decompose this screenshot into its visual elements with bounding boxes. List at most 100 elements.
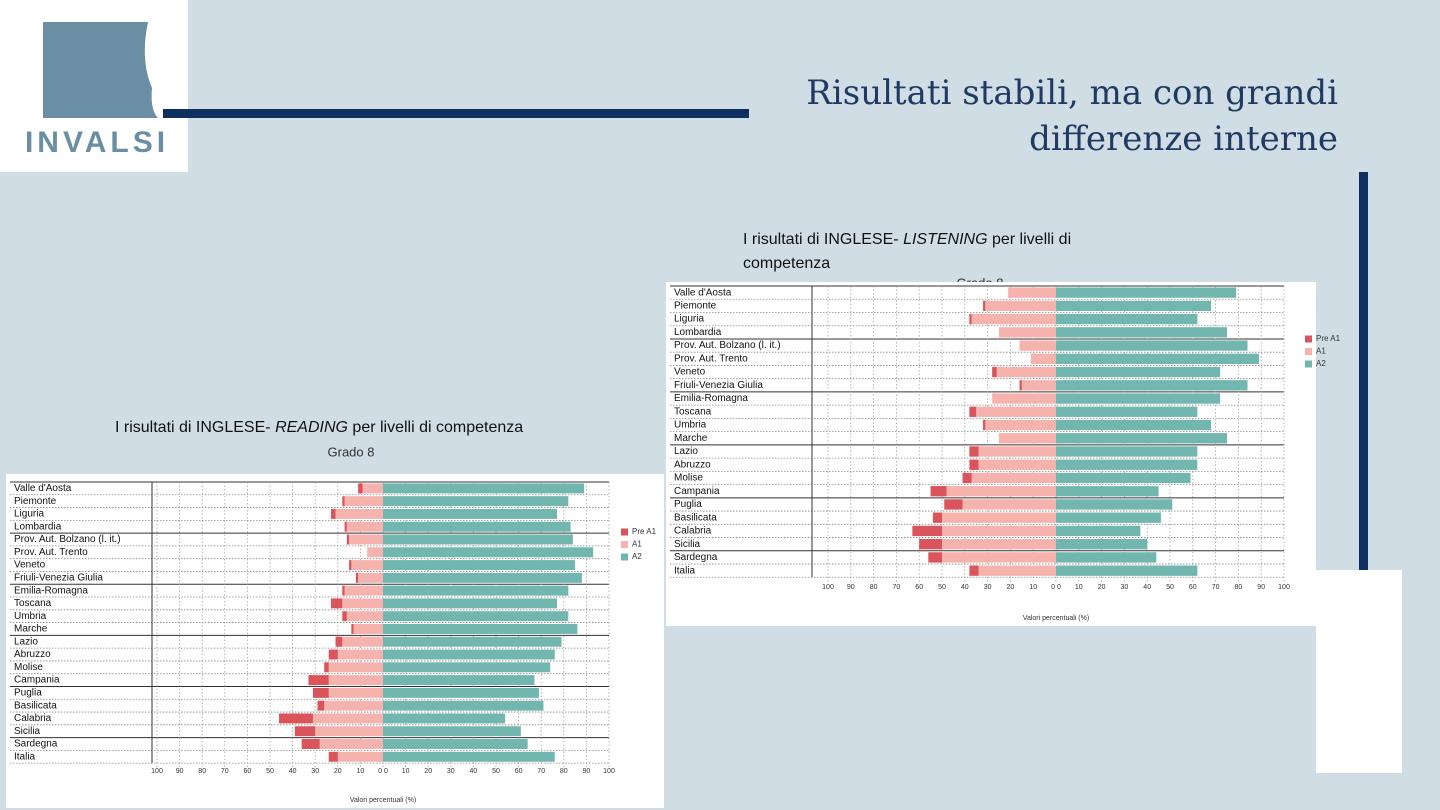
legend-swatch [621,553,628,561]
bar-segment [383,623,578,634]
bar-segment [992,393,1056,404]
legend-swatch [1305,335,1312,343]
bar-segment [319,739,383,749]
bar-segment [342,636,383,647]
x-tick-label: 50 [266,768,274,775]
category-label: Puglia [14,688,42,699]
bar-segment [1056,433,1227,444]
bar-segment [383,483,585,494]
x-tick-label: 20 [424,768,432,775]
category-label: Prov. Aut. Trento [674,353,748,364]
bar-segment [383,675,535,686]
bar-segment [969,565,979,576]
bar-segment [383,713,506,724]
bar-segment [383,751,555,762]
bar-segment [1056,512,1161,523]
bar-segment [999,327,1056,338]
logo-box: INVALSI [0,0,188,172]
bar-segment [383,508,558,519]
bar-segment [1056,446,1198,457]
title-rule [163,109,749,118]
legend-label: A1 [1316,347,1326,356]
bar-segment [932,512,942,523]
bar-segment [912,525,942,537]
bar-segment [328,687,383,698]
x-tick-label: 100 [603,768,615,775]
bar-segment [344,521,347,532]
category-label: Prov. Aut. Bolzano (l. it.) [674,340,781,351]
x-tick-label: 70 [893,584,901,591]
bar-segment [1056,287,1237,298]
logo-shape [43,22,158,118]
bar-segment [942,525,1056,537]
x-tick-label: 90 [583,768,591,775]
legend-label: A2 [632,552,642,561]
legend-swatch [1305,348,1312,355]
bar-segment [969,313,972,325]
bar-segment [312,713,383,724]
bar-segment [342,496,345,507]
x-tick-label: 30 [311,768,319,775]
category-label: Campania [674,486,720,497]
x-tick-label: 10 [1075,584,1083,591]
category-label: Puglia [674,499,702,510]
bar-segment [355,572,359,583]
x-tick-label: 90 [847,584,855,591]
bar-segment [383,534,573,545]
bar-segment [335,508,383,519]
title-part: per livelli di competenza [743,231,1072,272]
x-tick-label: 40 [470,768,478,775]
x-tick-label: 60 [244,768,252,775]
bar-segment [358,572,383,583]
bar-segment [942,512,1056,523]
bar-segment [383,739,528,749]
bar-segment [1008,287,1056,298]
bar-segment [383,560,576,571]
bar-segment [342,611,347,622]
category-label: Calabria [674,526,712,537]
logo-text: INVALSI [25,126,169,159]
bar-segment [358,483,363,494]
bar-segment [351,623,354,634]
category-label: Italia [14,751,36,762]
category-label: Lazio [674,446,698,457]
legend-swatch [621,541,628,548]
bar-segment [962,472,972,484]
bar-segment [1056,565,1198,576]
category-label: Liguria [14,509,44,520]
title-part: per livelli di competenza [352,419,524,436]
x-tick-label: 80 [198,768,206,775]
title-part: I risultati di INGLESE- [115,419,271,436]
bar-segment [335,636,343,647]
x-tick-label: 0 0 [1051,584,1061,591]
category-label: Lombardia [14,521,62,532]
category-label: Prov. Aut. Trento [14,547,88,558]
bar-segment [351,560,383,571]
bar-segment [312,687,329,698]
category-label: Prov. Aut. Bolzano (l. it.) [14,534,121,545]
x-tick-label: 70 [537,768,545,775]
bar-segment [944,499,963,510]
bar-segment [992,366,997,378]
bar-segment [971,313,1056,325]
legend-label: A1 [632,540,642,549]
category-label: Umbria [674,420,707,431]
bar-segment [383,572,582,583]
bar-segment [928,552,942,563]
bar-segment [1056,525,1141,537]
bar-segment [383,700,544,711]
x-tick-label: 40 [1143,584,1151,591]
bar-segment [1056,393,1221,404]
category-label: Campania [14,675,60,686]
bar-segment [983,300,986,312]
side-rule [1359,172,1368,741]
category-label: Calabria [14,713,52,724]
bar-segment [349,560,352,571]
bar-segment [337,751,383,762]
x-tick-label: 100 [1278,584,1290,591]
bar-segment [1056,340,1248,351]
bar-segment [969,459,979,470]
category-label: Sicilia [14,726,41,737]
bar-segment [962,499,1056,510]
x-tick-label: 40 [961,584,969,591]
